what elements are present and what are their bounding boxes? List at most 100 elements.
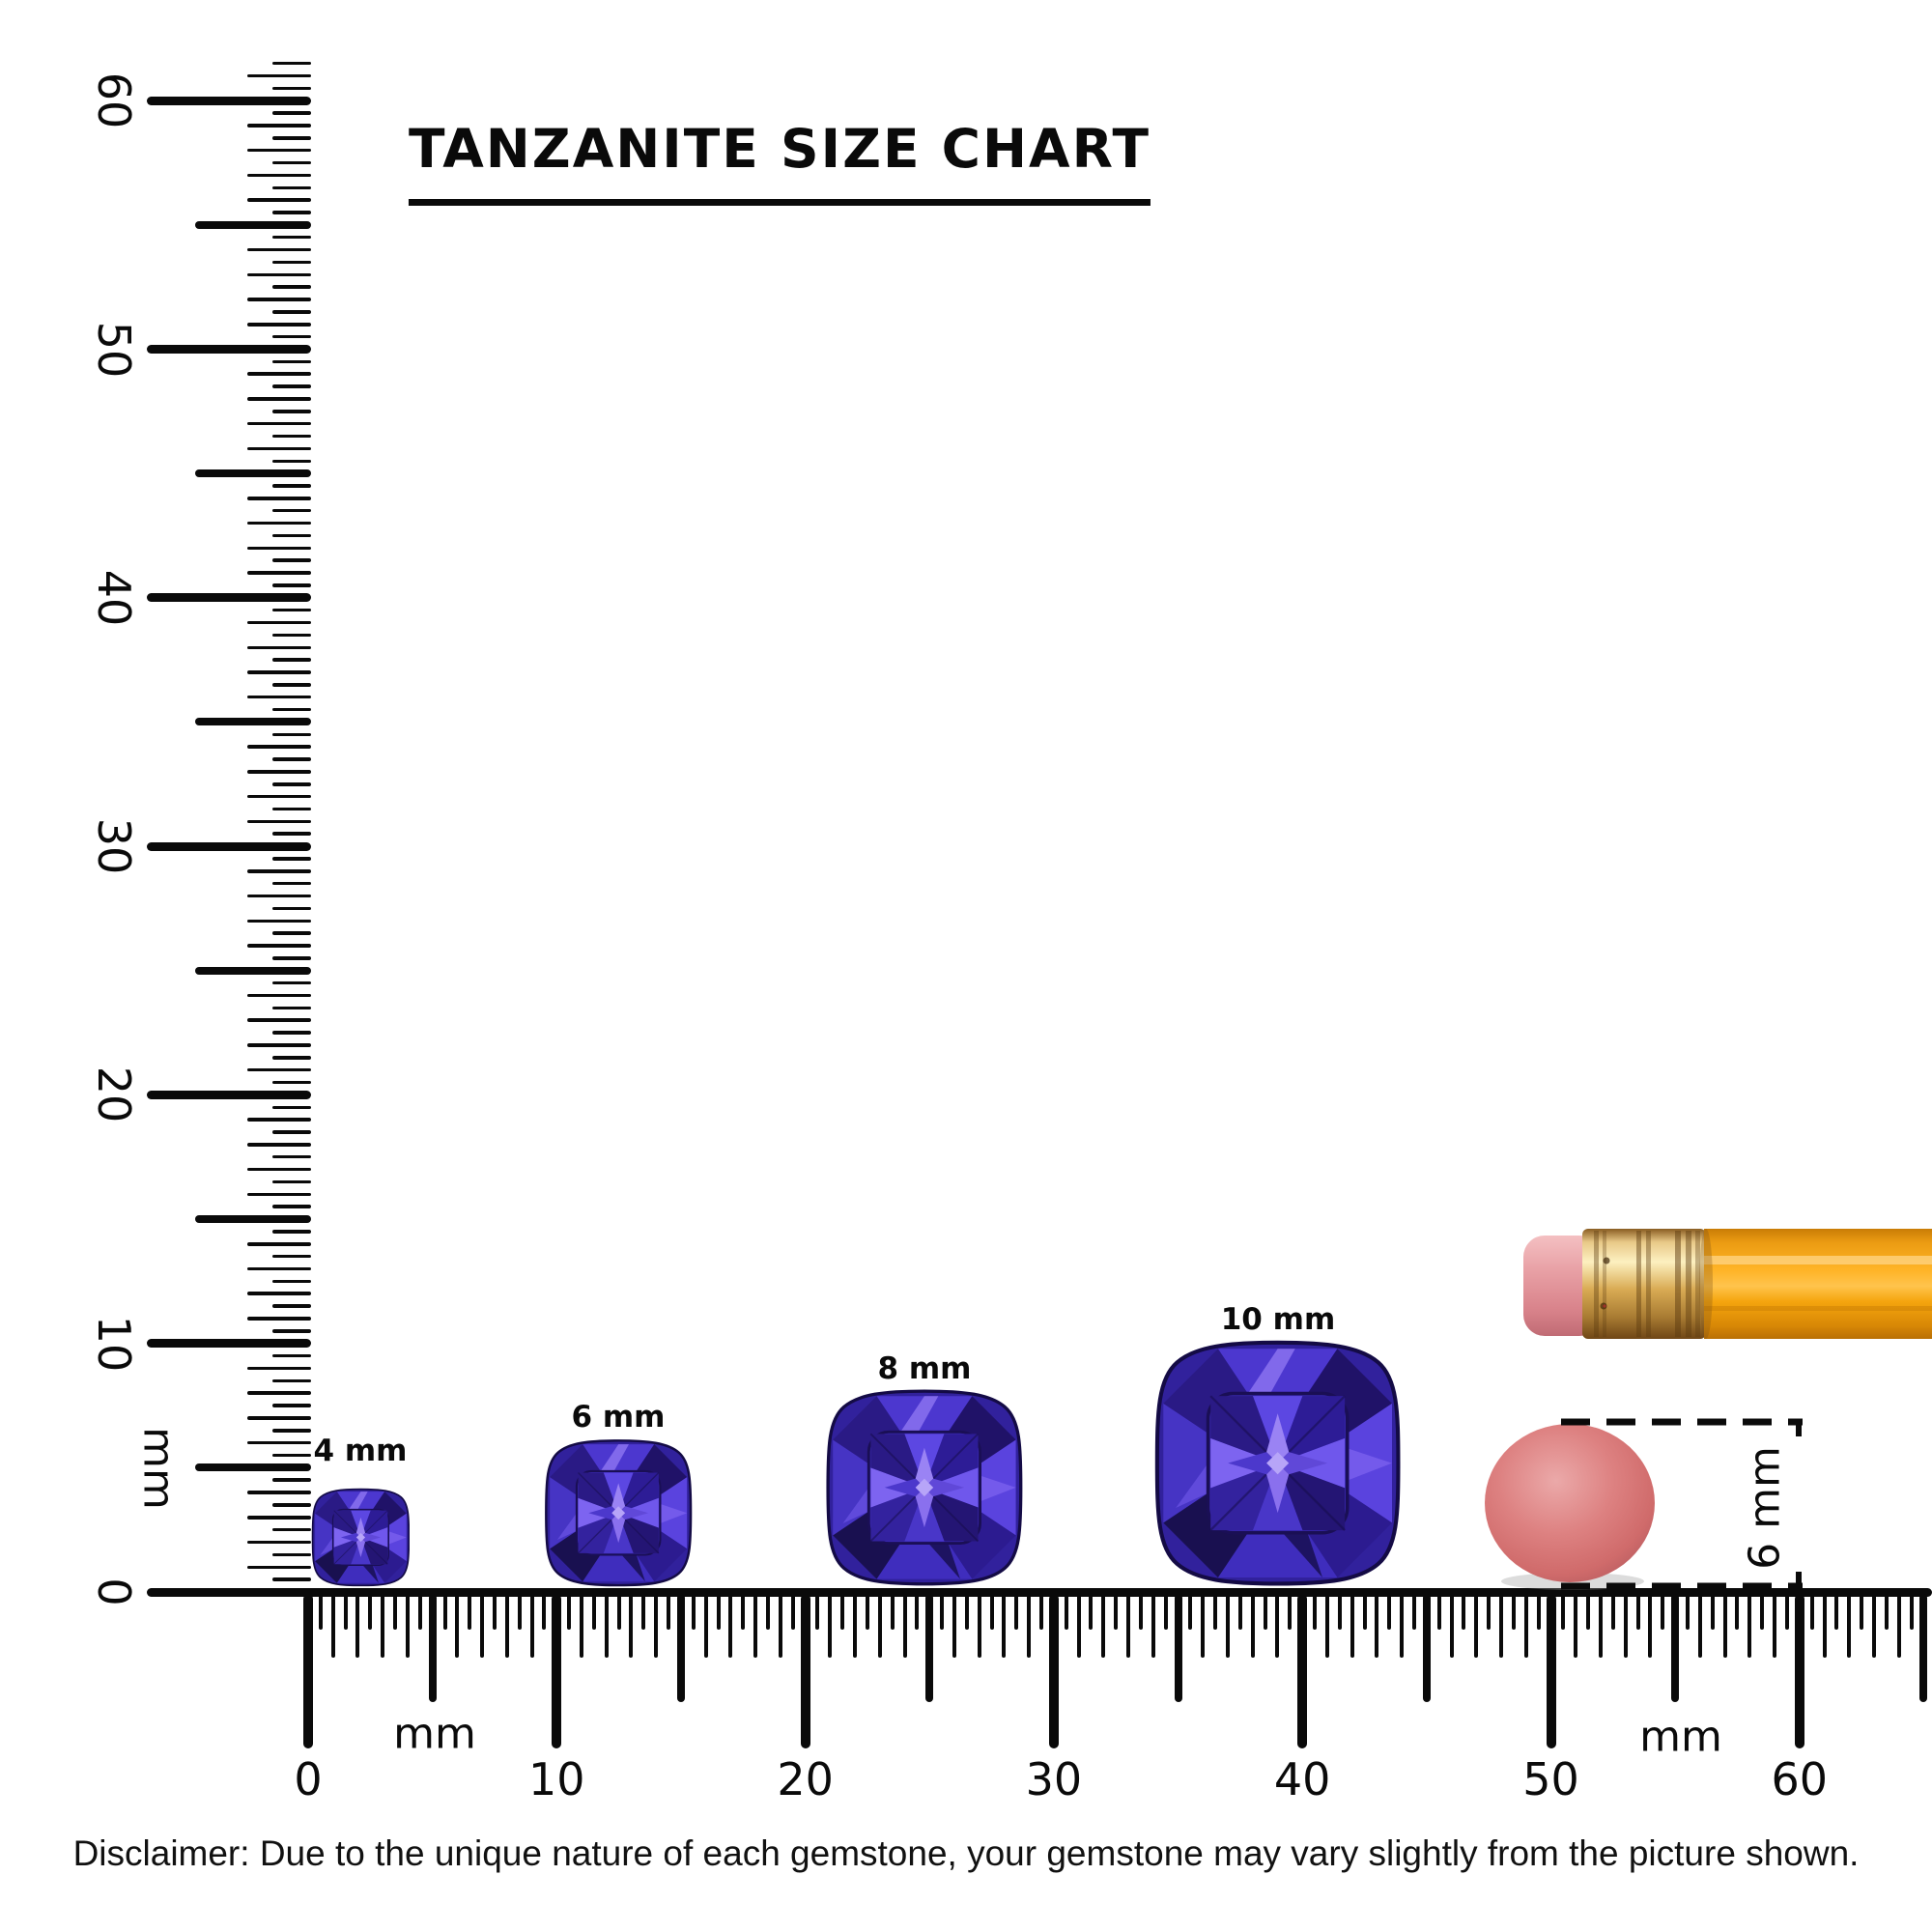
v-ruler-tick <box>272 86 311 91</box>
v-ruler-tick <box>247 124 311 128</box>
h-ruler-tick <box>1076 1594 1081 1658</box>
v-ruler-tick <box>147 593 311 603</box>
v-ruler-tick <box>147 1090 311 1099</box>
h-ruler-tick <box>1297 1594 1308 1748</box>
v-ruler-tick <box>247 1416 311 1420</box>
h-ruler-tick <box>1794 1594 1804 1748</box>
v-ruler-tick <box>272 1503 311 1507</box>
gem-8mm <box>825 1388 1024 1587</box>
h-ruler-tick <box>1536 1594 1541 1630</box>
h-ruler-tick <box>1598 1594 1603 1658</box>
h-ruler-tick <box>1126 1594 1131 1658</box>
h-ruler-tick <box>1499 1594 1504 1658</box>
v-ruler-tick <box>247 1366 311 1371</box>
v-ruler-tick <box>272 1205 311 1208</box>
h-ruler-tick <box>877 1594 882 1658</box>
v-ruler-tick <box>272 185 311 189</box>
h-ruler-tick <box>1686 1594 1690 1630</box>
h-ruler-tick <box>1101 1594 1106 1658</box>
pencil-body <box>1699 1229 1932 1339</box>
v-ruler-tick <box>247 1043 311 1047</box>
v-ruler-tick <box>272 1429 311 1433</box>
eraser-disc-dimension-label: 6 mm <box>1740 1446 1790 1570</box>
h-ruler-tick <box>676 1594 685 1702</box>
h-ruler-tick <box>1237 1594 1242 1630</box>
v-ruler-number: 0 <box>88 1577 140 1606</box>
v-ruler-tick <box>272 1154 311 1159</box>
h-ruler-tick <box>1188 1594 1193 1630</box>
v-ruler-tick <box>272 1105 311 1109</box>
h-ruler-tick <box>1114 1594 1119 1630</box>
v-ruler-number: 50 <box>88 321 140 378</box>
h-ruler-tick <box>1174 1594 1182 1702</box>
h-ruler-tick <box>1387 1594 1392 1630</box>
v-ruler-tick <box>195 469 311 478</box>
v-ruler-tick <box>247 944 311 948</box>
h-ruler-tick <box>629 1594 634 1658</box>
h-ruler-tick <box>330 1594 335 1658</box>
v-ruler-tick <box>247 993 311 998</box>
h-ruler-tick <box>1263 1594 1267 1630</box>
v-ruler-tick <box>247 421 311 426</box>
v-ruler-tick <box>147 841 311 851</box>
h-ruler-tick <box>1671 1594 1680 1702</box>
v-ruler-tick <box>272 956 311 960</box>
h-ruler-tick <box>840 1594 845 1630</box>
h-ruler-tick <box>393 1594 398 1630</box>
v-ruler-tick <box>272 558 311 562</box>
v-ruler-tick <box>247 645 311 649</box>
v-ruler-tick <box>272 211 311 214</box>
disclaimer-text: Disclaimer: Due to the unique nature of … <box>72 1833 1860 1873</box>
h-ruler-tick <box>940 1594 945 1630</box>
h-ruler-tick <box>1919 1594 1928 1702</box>
h-ruler-tick <box>1834 1594 1839 1630</box>
v-ruler-tick <box>272 434 311 439</box>
h-ruler-tick <box>902 1594 907 1658</box>
h-ruler-number: 20 <box>777 1753 834 1805</box>
h-ruler-tick <box>716 1594 721 1630</box>
h-ruler-tick <box>368 1594 373 1630</box>
v-ruler-tick <box>272 1378 311 1383</box>
h-ruler-tick <box>915 1594 920 1630</box>
h-ruler-number: 40 <box>1273 1753 1331 1805</box>
v-ruler-tick <box>247 521 311 526</box>
h-ruler-tick <box>504 1594 509 1658</box>
h-ruler-tick <box>741 1594 746 1630</box>
h-ruler-tick <box>405 1594 410 1658</box>
gem-illustration <box>311 1488 411 1587</box>
h-ruler-tick <box>616 1594 621 1630</box>
page-title: TANZANITE SIZE CHART <box>408 118 1151 206</box>
h-ruler-tick <box>1362 1594 1367 1630</box>
h-ruler-tick <box>1064 1594 1068 1630</box>
h-ruler-tick <box>728 1594 733 1658</box>
v-ruler-tick <box>272 1056 311 1060</box>
v-ruler-tick <box>247 745 311 749</box>
v-ruler-tick <box>247 869 311 873</box>
v-ruler-tick <box>247 298 311 301</box>
v-ruler-tick <box>272 136 311 140</box>
h-ruler-number: 60 <box>1771 1753 1829 1805</box>
h-ruler-tick <box>1784 1594 1789 1630</box>
v-ruler-tick <box>247 1540 311 1545</box>
v-ruler-tick <box>272 707 311 712</box>
v-ruler-tick <box>247 247 311 252</box>
h-ruler-tick <box>977 1594 981 1658</box>
v-ruler-tick <box>272 881 311 886</box>
v-ruler-tick <box>272 1577 311 1581</box>
h-ruler-tick <box>591 1594 596 1630</box>
v-ruler-tick <box>272 410 311 413</box>
h-ruler-tick <box>952 1594 956 1658</box>
v-ruler-tick <box>247 1391 311 1395</box>
h-ruler-tick <box>1324 1594 1329 1658</box>
h-ruler-tick <box>1163 1594 1168 1630</box>
horizontal-ruler-unit-label-left: mm <box>393 1709 476 1759</box>
v-ruler-tick <box>247 372 311 376</box>
v-ruler-tick <box>195 718 311 726</box>
v-ruler-tick <box>272 260 311 265</box>
v-ruler-tick <box>247 323 311 327</box>
h-ruler-tick <box>1909 1594 1914 1630</box>
h-ruler-tick <box>318 1594 323 1630</box>
v-ruler-tick <box>272 633 311 638</box>
h-ruler-tick <box>1449 1594 1454 1658</box>
v-ruler-tick <box>195 1463 311 1472</box>
